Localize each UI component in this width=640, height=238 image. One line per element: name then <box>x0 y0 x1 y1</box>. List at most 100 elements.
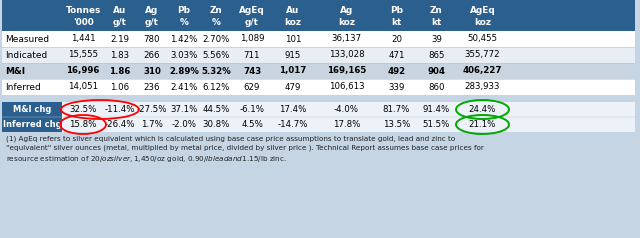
Text: koz: koz <box>285 18 301 27</box>
Text: 4.5%: 4.5% <box>241 120 263 129</box>
Bar <box>2 117 635 132</box>
Text: 471: 471 <box>388 50 404 60</box>
Text: 355,772: 355,772 <box>465 50 500 60</box>
Text: '000: '000 <box>72 18 93 27</box>
Text: (1) AgEq refers to silver equivalent which is calculated using base case price a: (1) AgEq refers to silver equivalent whi… <box>6 136 484 164</box>
Text: 39: 39 <box>431 35 442 44</box>
Text: 81.7%: 81.7% <box>383 105 410 114</box>
Text: Zn: Zn <box>210 6 223 15</box>
Text: 339: 339 <box>388 83 404 91</box>
Text: kt: kt <box>392 18 402 27</box>
Text: %: % <box>212 18 221 27</box>
Text: 2.70%: 2.70% <box>203 35 230 44</box>
Bar <box>2 47 635 63</box>
Text: -14.7%: -14.7% <box>278 120 308 129</box>
Text: 3.03%: 3.03% <box>170 50 198 60</box>
Bar <box>2 102 635 117</box>
Text: -11.4%: -11.4% <box>105 105 135 114</box>
Text: 1,089: 1,089 <box>240 35 264 44</box>
Text: 915: 915 <box>285 50 301 60</box>
Text: 51.5%: 51.5% <box>423 120 450 129</box>
Text: 780: 780 <box>144 35 160 44</box>
Text: -6.1%: -6.1% <box>239 105 264 114</box>
Text: 13.5%: 13.5% <box>383 120 410 129</box>
Text: 36,137: 36,137 <box>332 35 362 44</box>
Text: -27.5%: -27.5% <box>137 105 167 114</box>
Text: 2.89%: 2.89% <box>169 66 199 75</box>
Text: 865: 865 <box>428 50 445 60</box>
Text: -4.0%: -4.0% <box>334 105 359 114</box>
Text: 20: 20 <box>391 35 402 44</box>
Text: M&I: M&I <box>5 66 25 75</box>
Bar <box>2 102 62 117</box>
Text: 44.5%: 44.5% <box>203 105 230 114</box>
Text: 101: 101 <box>285 35 301 44</box>
Text: Measured: Measured <box>5 35 49 44</box>
Text: Ag: Ag <box>145 6 159 15</box>
Text: Indicated: Indicated <box>5 50 47 60</box>
Text: 50,455: 50,455 <box>467 35 497 44</box>
Text: 1,441: 1,441 <box>70 35 95 44</box>
Text: 106,613: 106,613 <box>329 83 364 91</box>
Text: 479: 479 <box>285 83 301 91</box>
Text: g/t: g/t <box>113 18 127 27</box>
Text: 406,227: 406,227 <box>463 66 502 75</box>
Text: 15,555: 15,555 <box>68 50 98 60</box>
Text: 1,017: 1,017 <box>279 66 307 75</box>
Text: 743: 743 <box>243 66 261 75</box>
Text: -26.4%: -26.4% <box>105 120 135 129</box>
Bar <box>2 63 635 79</box>
Text: 266: 266 <box>144 50 160 60</box>
Text: 1.42%: 1.42% <box>170 35 198 44</box>
Text: Pb: Pb <box>177 6 191 15</box>
Text: %: % <box>180 18 188 27</box>
Text: Inferred: Inferred <box>5 83 41 91</box>
Bar <box>2 0 635 31</box>
Text: g/t: g/t <box>245 18 259 27</box>
Text: AgEq: AgEq <box>470 6 495 15</box>
Text: 2.41%: 2.41% <box>170 83 198 91</box>
Text: 904: 904 <box>428 66 445 75</box>
Text: 17.4%: 17.4% <box>279 105 307 114</box>
Text: 24.4%: 24.4% <box>469 105 496 114</box>
Bar <box>2 135 635 238</box>
Text: 15.8%: 15.8% <box>69 120 97 129</box>
Text: AgEq: AgEq <box>239 6 265 15</box>
Text: 30.8%: 30.8% <box>203 120 230 129</box>
Text: Pb: Pb <box>390 6 403 15</box>
Text: Inferred chg: Inferred chg <box>3 120 61 129</box>
Text: koz: koz <box>474 18 491 27</box>
Text: koz: koz <box>338 18 355 27</box>
Text: 91.4%: 91.4% <box>423 105 450 114</box>
Text: 14,051: 14,051 <box>68 83 98 91</box>
Text: 1.86: 1.86 <box>109 66 131 75</box>
Text: 21.1%: 21.1% <box>469 120 496 129</box>
Text: 283,933: 283,933 <box>465 83 500 91</box>
Text: 6.12%: 6.12% <box>203 83 230 91</box>
Text: 5.56%: 5.56% <box>203 50 230 60</box>
Text: M&I chg: M&I chg <box>13 105 51 114</box>
Text: g/t: g/t <box>145 18 159 27</box>
Text: 1.7%: 1.7% <box>141 120 163 129</box>
Text: 860: 860 <box>428 83 445 91</box>
Text: Tonnes: Tonnes <box>65 6 100 15</box>
Text: 1.06: 1.06 <box>111 83 129 91</box>
Bar <box>2 79 635 95</box>
Text: 169,165: 169,165 <box>327 66 366 75</box>
Text: 492: 492 <box>387 66 406 75</box>
Text: Au: Au <box>286 6 300 15</box>
Text: 17.8%: 17.8% <box>333 120 360 129</box>
Text: Ag: Ag <box>340 6 353 15</box>
Bar <box>2 117 62 132</box>
Text: Zn: Zn <box>430 6 443 15</box>
Text: 236: 236 <box>144 83 160 91</box>
Text: Au: Au <box>113 6 127 15</box>
Text: -2.0%: -2.0% <box>172 120 196 129</box>
Text: 16,996: 16,996 <box>67 66 100 75</box>
Text: 1.83: 1.83 <box>111 50 129 60</box>
Text: 711: 711 <box>244 50 260 60</box>
Text: 32.5%: 32.5% <box>69 105 97 114</box>
Text: 37.1%: 37.1% <box>170 105 198 114</box>
Text: 629: 629 <box>244 83 260 91</box>
Text: 133,028: 133,028 <box>329 50 364 60</box>
